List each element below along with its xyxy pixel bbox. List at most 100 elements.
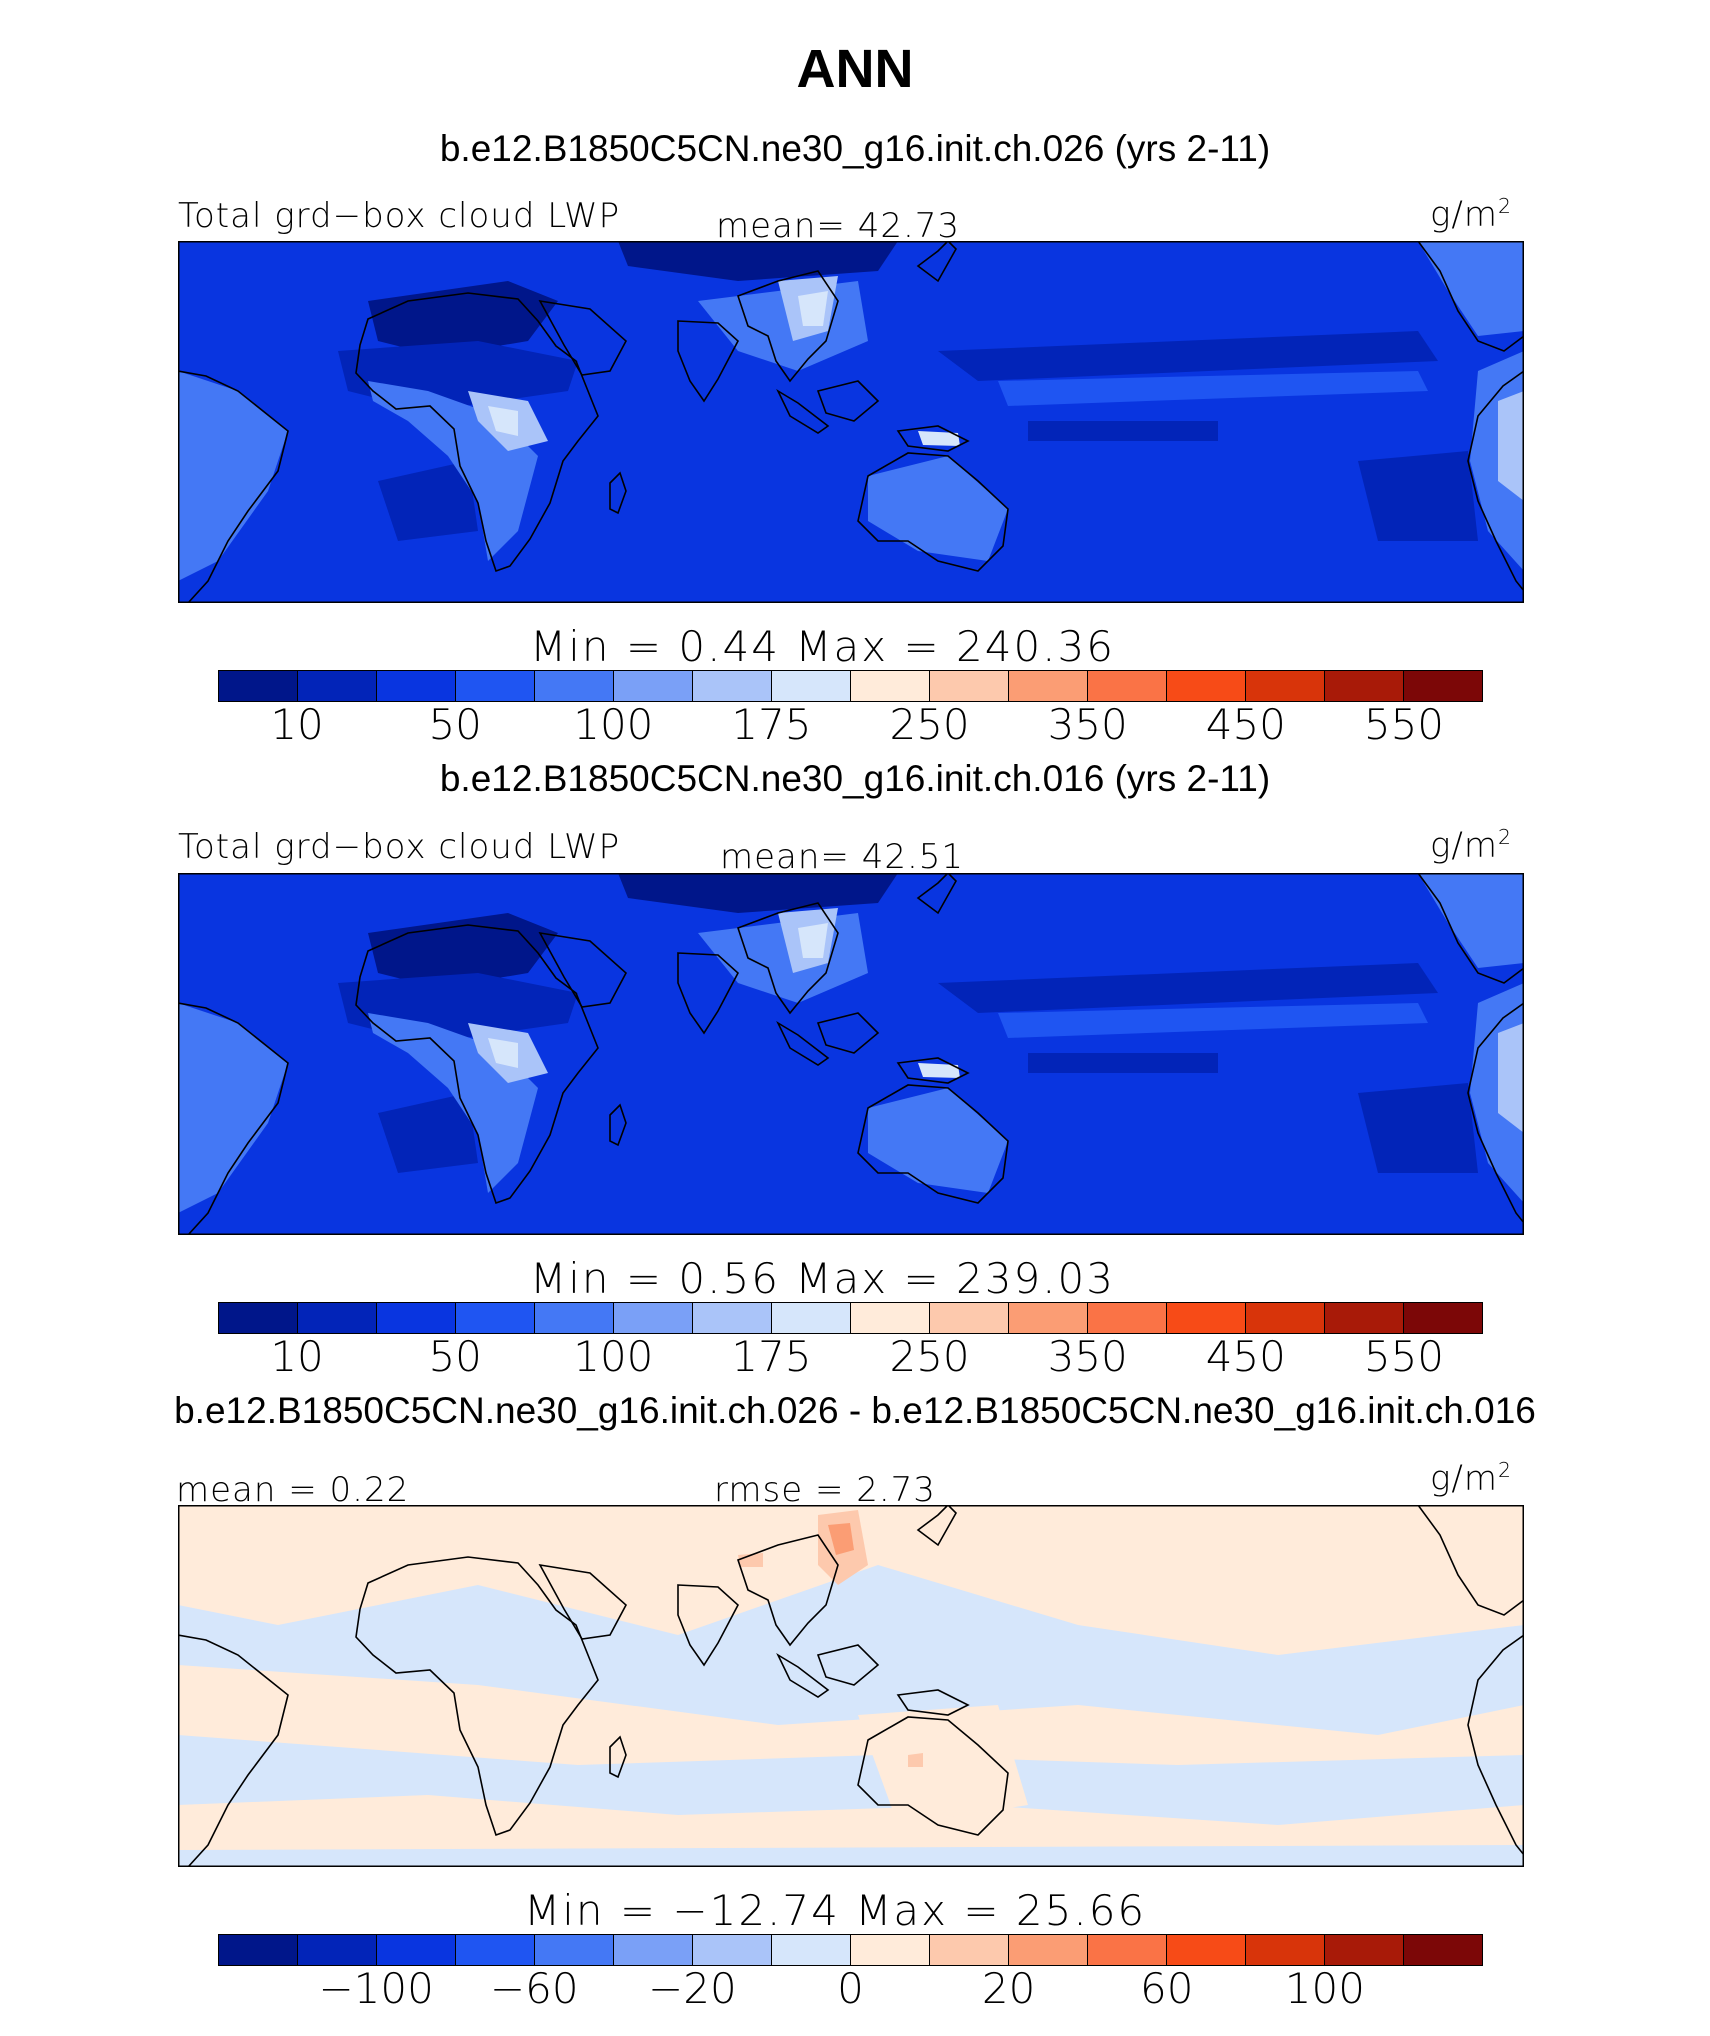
panel-1-case-title: b.e12.B1850C5CN.ne30_g16.init.ch.026 (yr… [439,128,1271,169]
colorbar-tick-label: 350 [1047,700,1128,749]
contour-fill [868,456,1008,561]
coastline [896,425,970,452]
contour-fill [738,1553,763,1567]
coastline [776,1020,830,1066]
panel-2-variable-label: Total grd−box cloud LWP [178,827,621,867]
colorbar-tick-label: 10 [270,700,324,749]
panel-2-colorbar [218,1302,1483,1334]
coastline [916,1505,957,1547]
colorbar-swatch [1009,671,1088,701]
contour-fill [488,1038,518,1068]
colorbar-swatch [298,671,377,701]
contour-fill [1028,1053,1218,1073]
panel-3-min-max: Min = −12.74 Max = 25.66 [524,1886,1147,1935]
contour-fill [998,371,1428,406]
contour-fill [828,1523,854,1555]
panel-2-case-title: b.e12.B1850C5CN.ne30_g16.init.ch.016 (yr… [439,758,1271,799]
contour-fill [178,371,288,581]
coastline [178,370,289,603]
coastline [816,380,880,422]
coastline [355,924,599,1205]
colorbar-swatch [1404,1935,1482,1965]
coastline [857,1084,1009,1204]
contour-fill [1028,421,1218,441]
colorbar-swatch [693,671,772,701]
panel-3-mean-label: mean = 0.22 [176,1470,410,1510]
colorbar-tick-label: 250 [889,1332,970,1381]
contour-fill [178,1665,1524,1765]
colorbar-tick-label: 0 [837,1964,864,2013]
colorbar-swatch [1325,1303,1404,1333]
colorbar-tick-label: 20 [981,1964,1036,2013]
colorbar-swatch [1404,1303,1482,1333]
contour-fill [618,241,898,281]
panel-3-units: g/m2 [1430,1458,1512,1499]
colorbar-swatch [614,1935,693,1965]
panel-2-min-max: Min = 0.56 Max = 239.03 [530,1254,1115,1303]
colorbar-swatch [1246,1935,1325,1965]
panel-1-colorbar-ticks: 10 50 100 175 250 350 450 550 [0,700,1710,760]
coastline [1417,873,1524,984]
map-frame [178,873,1524,1235]
panel-3-rmse-label: rmse = 2.73 [714,1470,936,1510]
map-canvas [178,873,1524,1235]
colorbar-tick-label: 50 [428,700,482,749]
panel-1-variable-label: Total grd−box cloud LWP [178,196,621,236]
coastline [609,1735,627,1779]
contour-fill [918,431,960,446]
coastline [916,241,957,283]
colorbar-swatch [377,671,456,701]
coastline [916,873,957,915]
colorbar-swatch [1325,1935,1404,1965]
colorbar-swatch [535,671,614,701]
coastline [677,952,739,1035]
colorbar-swatch [298,1935,377,1965]
contour-fill [178,1795,1524,1850]
colorbar-swatch [1167,671,1246,701]
contour-fill [1418,873,1524,968]
coastline [1417,1505,1524,1616]
panel-3-map [178,1505,1524,1867]
colorbar-tick-label: 100 [1284,1964,1365,2013]
colorbar-swatch [693,1935,772,1965]
coastline [1467,370,1524,593]
colorbar-swatch [377,1303,456,1333]
panel-1-colorbar [218,670,1483,702]
colorbar-swatch [456,671,535,701]
contour-fill [868,1088,1008,1193]
colorbar-swatch [772,671,851,701]
coastline [355,292,599,573]
contour-fill [798,291,828,326]
coastline [816,1012,880,1054]
colorbar-swatch [930,1303,1009,1333]
coastline [857,452,1009,572]
contour-fill [618,873,898,913]
coastline [677,1584,739,1667]
panel-3-case-title: b.e12.B1850C5CN.ne30_g16.init.ch.026 - b… [174,1390,1536,1431]
colorbar-swatch [1088,1935,1167,1965]
colorbar-tick-label: 175 [731,700,812,749]
colorbar-swatch [1167,1303,1246,1333]
colorbar-swatch [535,1303,614,1333]
contour-fill [908,1753,923,1767]
map-canvas [178,241,1524,603]
colorbar-swatch [456,1935,535,1965]
coastline [538,931,628,1008]
colorbar-tick-label: −60 [489,1964,579,2013]
colorbar-swatch [1325,671,1404,701]
colorbar-swatch [1009,1303,1088,1333]
contour-fill [178,1003,288,1213]
contour-fill [998,1003,1428,1038]
panel-2-map [178,873,1524,1235]
map-frame [178,241,1524,603]
contour-fill [938,331,1438,381]
colorbar-swatch [1088,1303,1167,1333]
coastline [1467,1634,1524,1857]
colorbar-swatch [772,1935,851,1965]
colorbar-tick-label: −100 [318,1964,434,2013]
contour-fill [858,1705,1028,1825]
colorbar-swatch [1246,1303,1325,1333]
colorbar-tick-label: −20 [648,1964,737,2013]
colorbar-tick-label: 10 [270,1332,324,1381]
colorbar-tick-label: 175 [731,1332,812,1381]
